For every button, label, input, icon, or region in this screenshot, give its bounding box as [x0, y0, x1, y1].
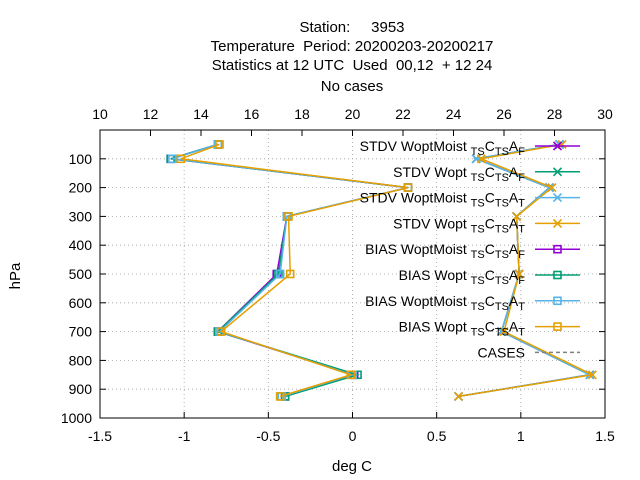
y-tick-label: 100: [69, 151, 93, 167]
y-tick-label: 1000: [61, 410, 92, 426]
data-point: [552, 141, 563, 151]
legend-label: BIAS Wopt TSCTSAF: [399, 267, 526, 287]
x2-tick-label: 30: [597, 106, 613, 122]
data-point: [285, 269, 295, 279]
y-tick-label: 700: [69, 324, 93, 340]
data-point: [587, 370, 597, 380]
data-point: [216, 327, 226, 336]
data-point: [476, 154, 486, 164]
x2-tick-label: 10: [92, 106, 108, 122]
data-point: [553, 270, 562, 280]
x2-tick-label: 12: [143, 106, 159, 122]
data-point: [275, 269, 285, 279]
data-point: [553, 244, 562, 254]
x2-tick-label: 22: [395, 106, 411, 122]
data-point: [168, 154, 177, 164]
y-tick-label: 200: [69, 180, 93, 196]
data-point: [552, 167, 563, 177]
y-tick-label: 500: [69, 266, 93, 282]
x2-tick-label: 26: [496, 106, 512, 122]
title-line-3: Statistics at 12 UTC Used 00,12 + 12 24: [212, 57, 493, 74]
data-point: [284, 212, 293, 221]
data-point: [453, 391, 464, 401]
legend-label: BIAS WoptMoist TSCTSAF: [365, 241, 525, 261]
y-tick-label: 800: [69, 352, 93, 368]
x-tick-label: 1.5: [595, 428, 615, 444]
data-point: [215, 140, 224, 149]
legend-entry: STDV WoptMoist TSCTSAF: [360, 138, 580, 158]
legend-label: BIAS WoptMoist TSCTSAT: [365, 293, 525, 313]
y-tick-label: 900: [69, 381, 93, 397]
data-point: [346, 370, 356, 380]
legend-entry: STDV Wopt TSCTSAF: [393, 164, 580, 184]
x-tick-label: 0.5: [427, 428, 447, 444]
data-point: [512, 211, 522, 221]
legend: STDV WoptMoist TSCTSAF STDV Wopt TSCTSAF S…: [360, 138, 580, 360]
series-stdv-wopt-ts-c-ts-a-t: [453, 139, 597, 401]
x-axis-label: deg C: [332, 458, 372, 475]
data-point: [553, 322, 562, 331]
x2-tick-label: 18: [294, 106, 310, 122]
x2-tick-label: 24: [446, 106, 462, 122]
axes: -1.5 -1 -0.5 0 0.5 1 1.5 10 12 14 16 18 20 22 24 26 28 30…: [61, 106, 615, 444]
series-bias-wopt-ts-c-ts-a-t: [176, 140, 413, 401]
x-tick-label: 0: [349, 428, 357, 444]
legend-entry: STDV Wopt TSCTSAT: [393, 215, 580, 235]
title-line-2: Temperature Period: 20200203-20200217: [211, 38, 494, 55]
x2-tick-label: 20: [345, 106, 361, 122]
y-tick-label: 300: [69, 208, 93, 224]
legend-entry: CASES: [478, 344, 580, 360]
legend-entry: BIAS Wopt TSCTSAT: [399, 319, 580, 339]
legend-entry: STDV WoptMoist TSCTSAT: [360, 190, 580, 210]
data-point: [552, 193, 563, 203]
data-point: [514, 269, 524, 279]
legend-entry: BIAS WoptMoist TSCTSAF: [365, 241, 580, 261]
y-tick-label: 600: [69, 295, 93, 311]
legend-label: BIAS Wopt TSCTSAT: [399, 319, 526, 339]
legend-entry: BIAS WoptMoist TSCTSAT: [365, 293, 580, 313]
legend-entry: BIAS Wopt TSCTSAF: [399, 267, 580, 287]
x-tick-label: -0.5: [256, 428, 280, 444]
title-line-4: No cases: [321, 78, 384, 95]
series-group: [166, 139, 597, 401]
data-point: [499, 327, 509, 337]
legend-label: STDV WoptMoist TSCTSAF: [360, 138, 526, 158]
x-tick-label: -1: [178, 428, 191, 444]
x-tick-label: -1.5: [88, 428, 112, 444]
data-point: [552, 218, 563, 228]
title-line-1: Station: 3953: [299, 19, 404, 36]
legend-label: CASES: [478, 344, 525, 360]
y-axis-label: hPa: [7, 262, 24, 289]
data-point: [547, 183, 557, 193]
x2-tick-label: 28: [547, 106, 563, 122]
series-line: [458, 143, 595, 398]
data-point: [176, 154, 186, 164]
x2-tick-label: 16: [244, 106, 260, 122]
series-line: [180, 143, 409, 398]
data-point: [403, 183, 413, 192]
x2-tick-label: 14: [193, 106, 209, 122]
x-tick-label: 1: [517, 428, 525, 444]
legend-label: STDV Wopt TSCTSAF: [393, 164, 525, 184]
y-tick-label: 400: [69, 237, 93, 253]
legend-label: STDV WoptMoist TSCTSAT: [360, 190, 526, 210]
data-point: [275, 392, 285, 401]
chart-title: Station: 3953 Temperature Period: 202002…: [211, 19, 494, 95]
legend-label: STDV Wopt TSCTSAT: [393, 215, 525, 235]
data-point: [553, 296, 562, 306]
